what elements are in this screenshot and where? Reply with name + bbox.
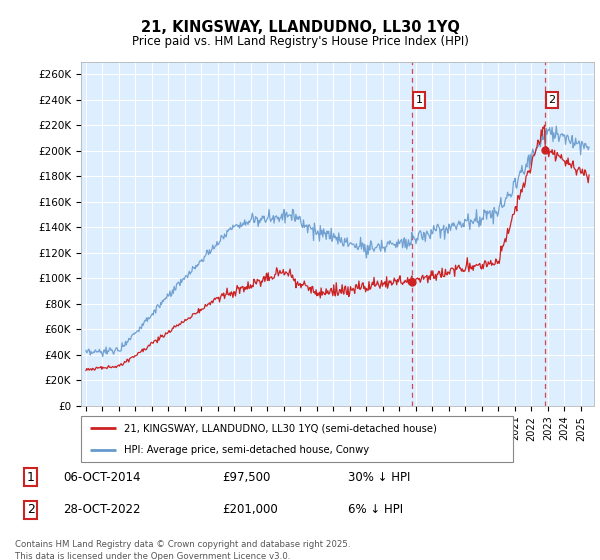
Text: 21, KINGSWAY, LLANDUDNO, LL30 1YQ: 21, KINGSWAY, LLANDUDNO, LL30 1YQ: [140, 20, 460, 35]
Text: 2: 2: [26, 503, 35, 516]
Text: 21, KINGSWAY, LLANDUDNO, LL30 1YQ (semi-detached house): 21, KINGSWAY, LLANDUDNO, LL30 1YQ (semi-…: [124, 423, 437, 433]
Text: 06-OCT-2014: 06-OCT-2014: [63, 470, 140, 484]
Text: £97,500: £97,500: [222, 470, 271, 484]
Text: HPI: Average price, semi-detached house, Conwy: HPI: Average price, semi-detached house,…: [124, 445, 370, 455]
Text: 1: 1: [415, 95, 422, 105]
Text: 6% ↓ HPI: 6% ↓ HPI: [348, 503, 403, 516]
Text: 2: 2: [548, 95, 556, 105]
Text: £201,000: £201,000: [222, 503, 278, 516]
Text: Price paid vs. HM Land Registry's House Price Index (HPI): Price paid vs. HM Land Registry's House …: [131, 35, 469, 48]
Text: 30% ↓ HPI: 30% ↓ HPI: [348, 470, 410, 484]
Text: 28-OCT-2022: 28-OCT-2022: [63, 503, 140, 516]
Text: 1: 1: [26, 470, 35, 484]
Text: Contains HM Land Registry data © Crown copyright and database right 2025.
This d: Contains HM Land Registry data © Crown c…: [15, 540, 350, 560]
